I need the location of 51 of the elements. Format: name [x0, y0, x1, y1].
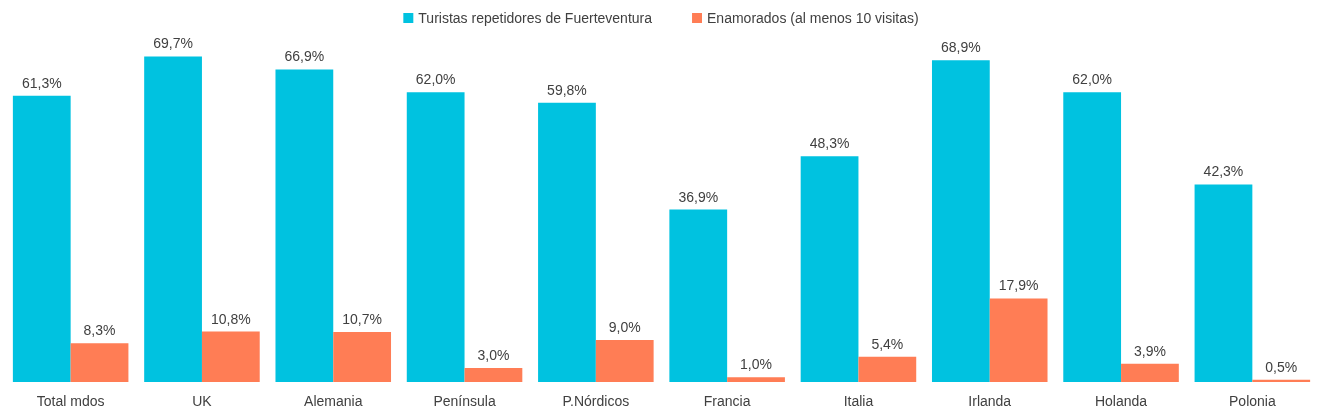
bar	[1121, 363, 1179, 382]
data-label: 0,5%	[1265, 358, 1298, 375]
x-tick-label: Francia	[703, 393, 751, 409]
bar	[669, 209, 728, 382]
data-label: 62,0%	[415, 71, 456, 88]
legend-label: Enamorados (al menos 10 visitas)	[707, 10, 919, 26]
data-label: 10,7%	[342, 311, 382, 328]
bar	[406, 92, 465, 382]
bar	[858, 356, 917, 382]
x-tick-label: Alemania	[304, 393, 363, 409]
bar	[333, 332, 392, 382]
data-label: 68,9%	[941, 39, 981, 56]
bar	[70, 343, 129, 382]
data-label: 69,7%	[153, 35, 193, 52]
data-label: 17,9%	[998, 277, 1039, 294]
data-label: 3,9%	[1133, 342, 1166, 359]
x-tick-label: Península	[433, 393, 496, 409]
data-label: 8,3%	[83, 322, 116, 339]
bar	[538, 102, 596, 382]
data-label: 5,4%	[871, 335, 904, 352]
data-label: 42,3%	[1203, 163, 1244, 180]
data-label: 36,9%	[678, 188, 719, 205]
data-label: 48,3%	[809, 135, 850, 152]
data-label: 61,3%	[21, 74, 62, 91]
bar	[1194, 184, 1253, 382]
bar	[595, 339, 654, 382]
data-label: 66,9%	[284, 48, 325, 65]
x-tick-label: Irlanda	[968, 393, 1012, 409]
x-tick-label: Italia	[843, 393, 874, 409]
bar	[144, 56, 202, 382]
bar	[931, 60, 990, 382]
x-tick-label: Holanda	[1094, 393, 1148, 409]
data-label: 59,8%	[547, 81, 587, 98]
bar	[275, 69, 334, 382]
data-label: 62,0%	[1072, 71, 1113, 88]
data-label: 10,8%	[210, 310, 251, 327]
x-tick-label: P.Nórdicos	[562, 393, 630, 409]
bar	[201, 331, 260, 382]
x-tick-label: UK	[192, 393, 213, 409]
data-label: 3,0%	[477, 346, 510, 363]
bar	[12, 95, 71, 382]
x-tick-label: Total mdos	[36, 393, 105, 409]
bar	[800, 156, 859, 382]
bar	[464, 367, 523, 382]
x-tick-label: Polonia	[1229, 393, 1276, 409]
bar	[1063, 92, 1122, 382]
data-label: 1,0%	[740, 356, 772, 373]
legend-label: Turistas repetidores de Fuerteventura	[418, 10, 653, 26]
bar	[727, 377, 785, 382]
bar	[989, 298, 1048, 382]
data-label: 9,0%	[608, 318, 641, 335]
